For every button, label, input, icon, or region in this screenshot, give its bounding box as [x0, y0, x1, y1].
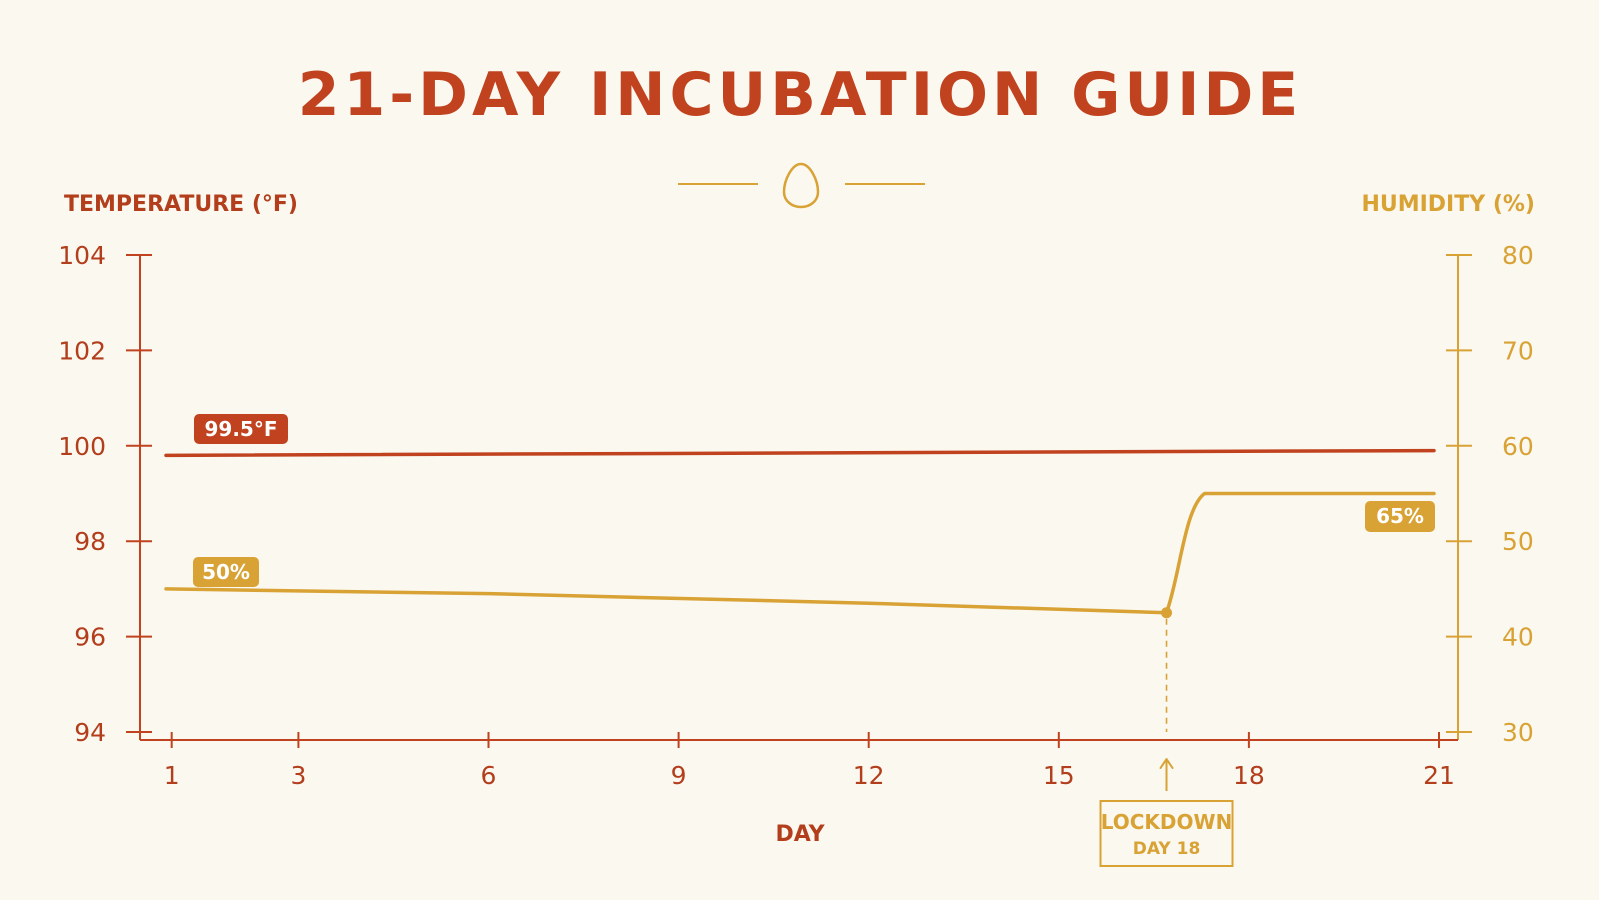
- humidity-start-badge: 50%: [193, 557, 259, 587]
- left-tick-label: 104: [58, 241, 106, 270]
- series-layer: [164, 448, 1436, 619]
- right-axis-ticks: 30 40 50 60 70 80: [1446, 241, 1534, 747]
- x-tick-label: 15: [1043, 761, 1075, 790]
- left-axis-ticks: 94 96 98 100 102 104: [58, 241, 152, 747]
- lockdown-box: [1099, 800, 1234, 867]
- lockdown-title: LOCKDOWN: [1101, 810, 1233, 834]
- humidity-line: [164, 491, 1436, 615]
- x-axis-title: DAY: [775, 822, 825, 847]
- humidity-start-badge-label: 50%: [202, 560, 250, 584]
- left-tick-label: 96: [74, 623, 106, 652]
- right-tick-label: 50: [1502, 527, 1534, 556]
- temperature-line: [164, 448, 1436, 458]
- x-tick-label: 18: [1233, 761, 1265, 790]
- humidity-end-badge: 65%: [1365, 501, 1435, 532]
- right-tick-label: 70: [1502, 336, 1534, 365]
- x-tick-label: 6: [481, 761, 497, 790]
- temperature-badge-label: 99.5°F: [204, 417, 277, 441]
- right-tick-label: 30: [1502, 718, 1534, 747]
- humidity-end-badge-label: 65%: [1376, 504, 1424, 528]
- right-tick-label: 40: [1502, 623, 1534, 652]
- lockdown-subtitle: DAY 18: [1133, 839, 1201, 859]
- lockdown-point: [1161, 607, 1173, 619]
- x-tick-label: 9: [671, 761, 687, 790]
- left-tick-label: 102: [58, 336, 106, 365]
- left-tick-label: 94: [74, 718, 106, 747]
- left-tick-label: 98: [74, 527, 106, 556]
- right-tick-label: 60: [1502, 432, 1534, 461]
- x-tick-label: 21: [1423, 761, 1455, 790]
- temperature-badge: 99.5°F: [194, 414, 288, 444]
- chart-title: 21-DAY INCUBATION GUIDE: [298, 60, 1302, 130]
- lockdown-arrow-head: [1159, 758, 1174, 769]
- lockdown-annotation: LOCKDOWN DAY 18: [1099, 618, 1234, 867]
- x-tick-label: 12: [853, 761, 885, 790]
- x-tick-label: 3: [290, 761, 306, 790]
- x-axis-ticks: 1 3 6 9 12 15 18 21: [164, 732, 1455, 790]
- right-tick-label: 80: [1502, 241, 1534, 270]
- label-layer: 99.5°F 50% 65%: [193, 414, 1435, 587]
- egg-icon: [782, 162, 820, 209]
- left-tick-label: 100: [58, 432, 106, 461]
- left-axis-title: TEMPERATURE (°F): [64, 192, 298, 217]
- x-tick-label: 1: [164, 761, 180, 790]
- right-axis-title: HUMIDITY (%): [1361, 192, 1535, 217]
